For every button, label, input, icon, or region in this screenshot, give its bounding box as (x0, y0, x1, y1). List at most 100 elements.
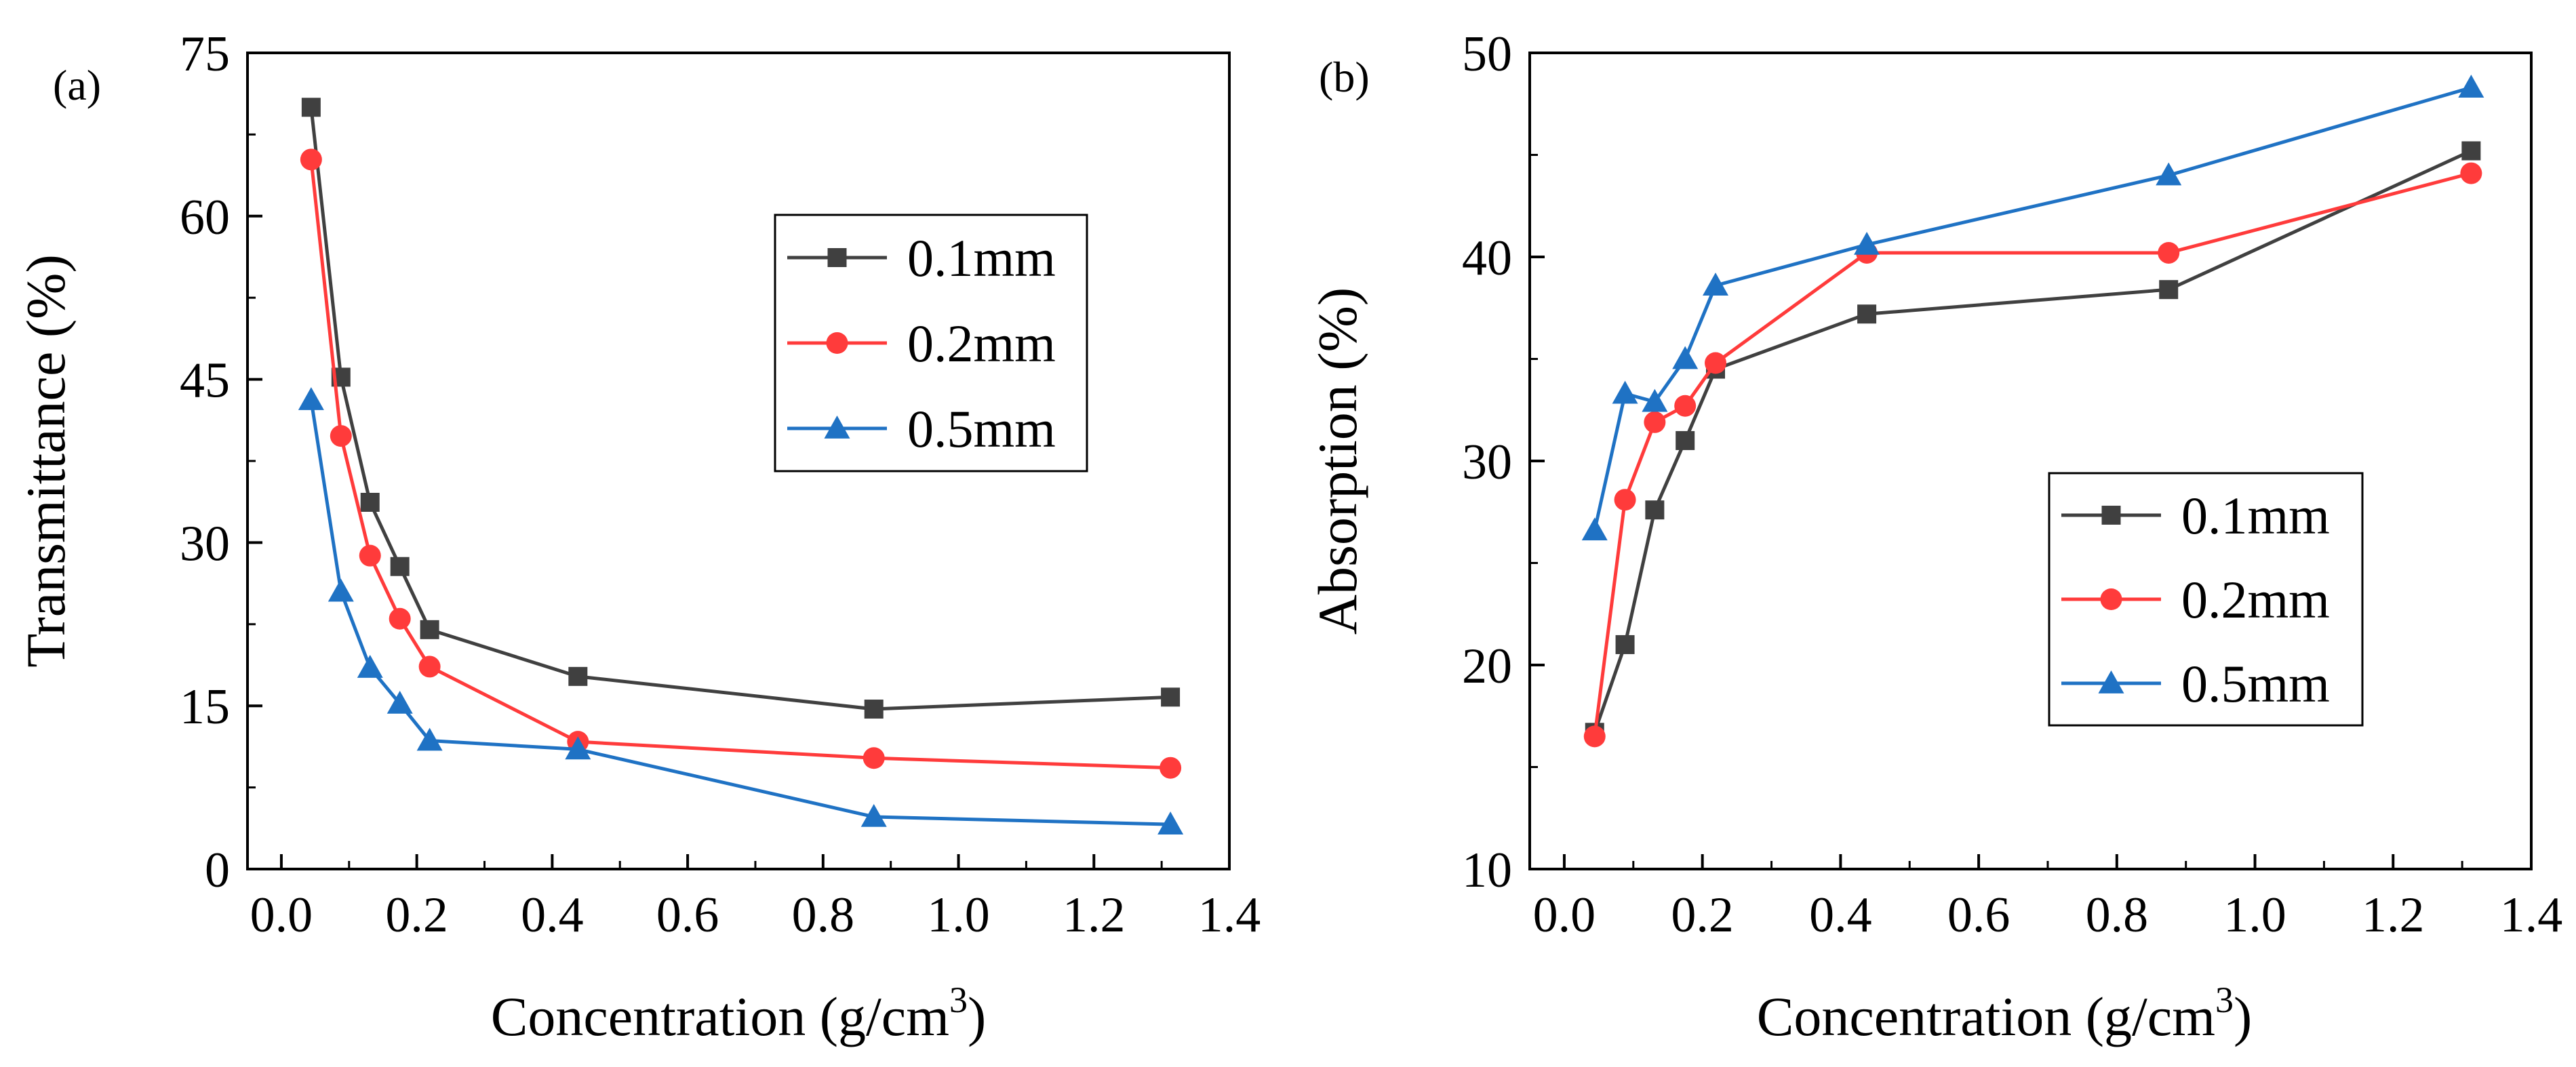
data-point (860, 803, 887, 827)
y-tick-label: 10 (1462, 843, 1512, 898)
data-point (330, 425, 352, 447)
data-point (357, 655, 383, 678)
y-tick-label: 50 (1462, 26, 1512, 82)
data-point (418, 656, 441, 678)
data-point (1645, 500, 1665, 520)
data-point (1615, 635, 1635, 654)
legend-label: 0.5mm (2181, 654, 2330, 713)
x-tick-label: 0.2 (1671, 887, 1734, 943)
data-point (1672, 346, 1699, 369)
data-point (1161, 687, 1181, 707)
y-tick-label: 40 (1462, 230, 1512, 286)
legend-marker (2098, 670, 2124, 693)
data-point (1644, 411, 1666, 433)
plot-frame (1528, 52, 2533, 870)
legend-label: 0.2mm (907, 314, 1056, 373)
legend-marker (827, 248, 847, 267)
y-tick-label: 20 (1462, 639, 1512, 694)
data-point (2156, 162, 2182, 186)
y-tick-label: 0 (205, 843, 230, 898)
series-line (1593, 149, 2472, 733)
y-tick-label: 75 (180, 26, 230, 82)
x-axis-title-close: ) (2234, 986, 2252, 1047)
legend-marker (824, 416, 850, 439)
y-tick-label: 30 (1462, 435, 1512, 490)
data-point (328, 578, 354, 602)
x-axis-title-main: Concentration (g/cm (491, 986, 949, 1047)
series-line (309, 399, 1171, 826)
x-tick-label: 1.2 (2362, 887, 2425, 943)
x-axis-title-superscript: 3 (949, 980, 968, 1020)
data-point (416, 727, 443, 751)
x-tick-label: 1.0 (2223, 887, 2286, 943)
data-point (2458, 75, 2484, 98)
legend-label: 0.1mm (2181, 486, 2330, 545)
panel-label: (b) (1319, 53, 1370, 101)
legend-marker (2101, 506, 2121, 525)
x-tick-label: 0.8 (2086, 887, 2149, 943)
y-axis: 10 20 30 40 50 (1462, 26, 1545, 898)
y-tick-label: 60 (180, 190, 230, 245)
legend-marker (826, 332, 848, 354)
x-tick-label: 1.4 (1198, 887, 1261, 943)
x-tick-label: 1.2 (1063, 887, 1126, 943)
data-point (1583, 725, 1606, 748)
data-point (387, 690, 413, 714)
data-point (1703, 273, 1729, 296)
data-point (359, 544, 381, 567)
chart-panel-b: 0.0 0.2 0.4 0.6 0.8 1.0 1.2 1.4 10 20 30 40 50 (b) Abs… (1307, 26, 2562, 1047)
data-point (568, 666, 588, 686)
data-point (1157, 811, 1184, 835)
series-0.5mm (1581, 75, 2484, 541)
data-point (2460, 162, 2482, 184)
data-point (420, 620, 439, 639)
data-point (301, 98, 321, 117)
legend-label: 0.1mm (907, 228, 1056, 287)
x-tick-label: 1.4 (2500, 887, 2563, 943)
data-point (390, 557, 410, 576)
series-0.5mm (298, 387, 1184, 835)
x-tick-label: 0.0 (250, 887, 313, 943)
y-tick-label: 30 (180, 516, 230, 571)
x-tick-label: 0.6 (656, 887, 719, 943)
data-point (1160, 757, 1182, 779)
legend-label: 0.5mm (907, 399, 1056, 458)
x-tick-label: 0.4 (521, 887, 584, 943)
data-point (1854, 231, 1880, 255)
data-point (1642, 388, 1668, 412)
data-point (565, 736, 591, 760)
series-line (309, 106, 1171, 711)
x-axis-title: Concentration (g/cm3) (1757, 980, 2253, 1047)
x-axis-title-superscript: 3 (2215, 980, 2234, 1020)
y-axis-title: Absorption (%) (1307, 287, 1368, 635)
x-tick-label: 0.2 (385, 887, 448, 943)
series-line (1593, 172, 2472, 737)
series-line (309, 159, 1171, 770)
y-tick-label: 45 (180, 353, 230, 409)
legend-marker (2100, 588, 2122, 610)
legend-label: 0.2mm (2181, 570, 2330, 629)
series-line (1593, 85, 2472, 531)
x-axis-title: Concentration (g/cm3) (491, 980, 987, 1047)
x-tick-label: 0.8 (792, 887, 855, 943)
data-point (360, 493, 380, 512)
data-point (1705, 352, 1727, 374)
y-axis-title: Transmittance (%) (15, 254, 77, 668)
data-point (1614, 489, 1636, 511)
x-tick-label: 1.0 (927, 887, 990, 943)
x-tick-label: 0.6 (1947, 887, 2010, 943)
data-point (864, 700, 884, 719)
data-point (389, 607, 411, 630)
y-axis: 0 15 30 45 60 75 (180, 26, 262, 898)
series-0.2mm (300, 148, 1182, 779)
x-axis-title-close: ) (968, 986, 986, 1047)
data-point (2159, 280, 2179, 300)
data-point (1581, 517, 1608, 541)
x-axis: 0.0 0.2 0.4 0.6 0.8 1.0 1.2 1.4 (250, 854, 1261, 943)
data-point (2158, 241, 2180, 264)
data-point (863, 747, 885, 769)
data-point (1676, 430, 1695, 450)
series-0.1mm (301, 98, 1181, 719)
legend: 0.1mm 0.2mm 0.5mm (774, 214, 1088, 472)
